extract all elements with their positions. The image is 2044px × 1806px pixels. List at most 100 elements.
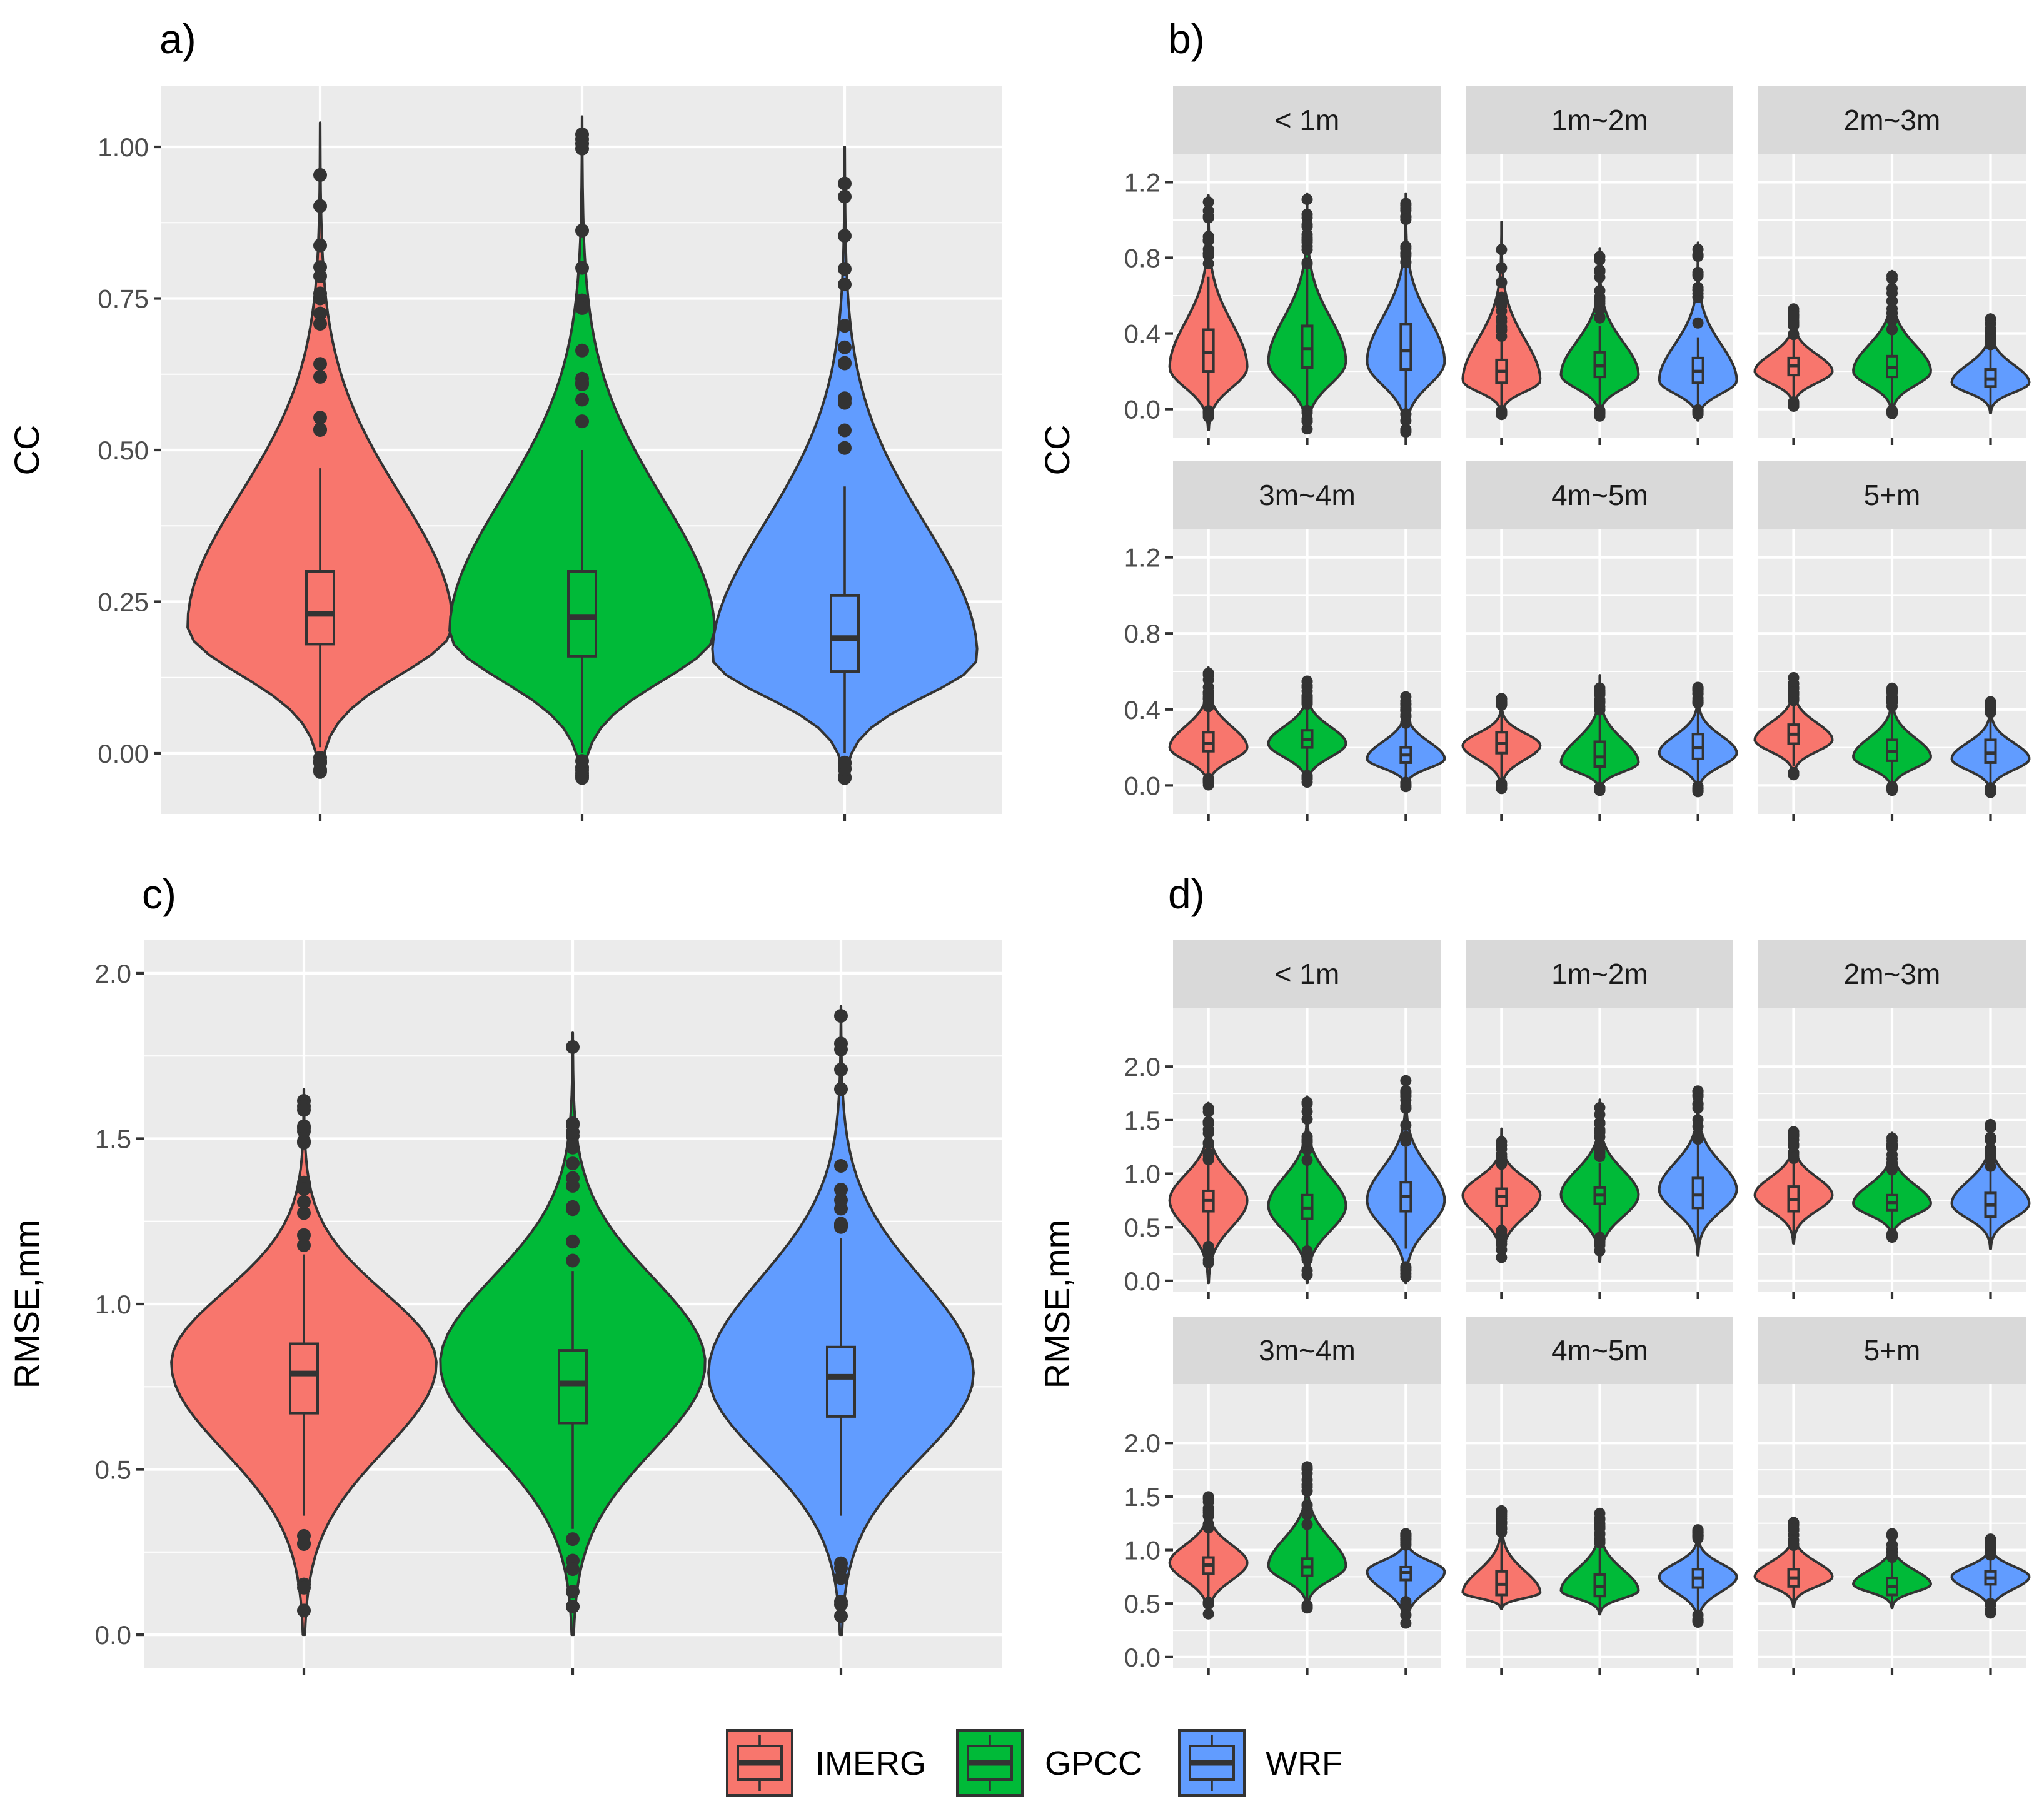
panel-a-outlier-imerg [313,238,327,253]
facet-d-outlier-gpcc [1301,1499,1313,1511]
facet-b-outlier-imerg [1496,321,1508,333]
facet-d-outlier-gpcc [1301,1467,1313,1479]
facet-d-outlier-imerg [1202,1243,1214,1255]
panel-c-outlier-wrf [834,1217,848,1231]
facet-b-outlier-wrf [1692,284,1704,296]
facet-b-outlier-gpcc [1594,689,1606,701]
facet-b-box-gpcc [1593,740,1606,768]
facet-d-strip [1758,940,2026,1008]
panel-a-outlier-imerg [313,357,327,371]
panel-c-outlier-gpcc [566,1562,580,1577]
facet-d-outlier-wrf [1400,1268,1412,1280]
panel-c-outlier-wrf [834,1009,848,1023]
facet-b-outlier-imerg [1202,234,1214,246]
facet-b-box-imerg [1202,731,1215,753]
facet-d-strip [1173,940,1441,1008]
facet-b-outlier-imerg [1788,672,1800,683]
facet-d-outlier-gpcc [1594,1235,1606,1247]
panel-tag-a: a) [159,16,196,62]
facet-d-ytick-label: 0.0 [1124,1267,1160,1296]
facet-b-outlier-gpcc [1886,685,1898,696]
panel-a-outlier-gpcc [575,127,589,141]
facet-d-outlier-imerg [1496,1252,1508,1263]
facet-d-ytick-label: 1.0 [1124,1160,1160,1189]
facet-d-outlier-wrf [1985,1131,1996,1143]
facet-b-outliers-imerg [1202,196,1214,423]
panel-c-ytick-label: 1.0 [95,1290,131,1319]
facet-b-outlier-imerg [1496,298,1508,310]
facet-d-outlier-imerg [1496,1140,1508,1151]
legend-item-imerg: IMERG [726,1729,926,1797]
facet-b-5-m: 5+m [1753,461,2031,821]
facet-d-ytick-label: 0.0 [1124,1643,1160,1672]
facet-d-strip-label: 3m~4m [1259,1334,1356,1367]
panel-c-outlier-wrf [834,1036,848,1051]
facet-d-2m-3m: 2m~3m [1753,940,2031,1299]
panel-c-outlier-imerg [297,1206,311,1220]
panel-a-outlier-wrf [838,340,852,354]
panel-a-outlier-wrf [838,278,852,292]
facet-b-outlier-gpcc [1301,696,1313,708]
facet-d-outlier-wrf [1400,1100,1412,1112]
facet-b-outlier-imerg [1202,701,1214,713]
facet-d-outlier-wrf [1692,1531,1704,1543]
panel-a-outlier-imerg [313,306,327,321]
panel-a-outlier-wrf [838,441,852,455]
facet-d-outlier-wrf [1400,1598,1412,1610]
facet-b-outliers-imerg [1496,693,1508,795]
panel-c-outlier-wrf [834,1063,848,1076]
facet-b-outlier-imerg [1496,277,1508,289]
facet-b-strip-label: 1m~2m [1551,104,1648,136]
facet-d-outliers-wrf [1692,1524,1704,1628]
facet-d-outlier-imerg [1202,1493,1214,1505]
panel-a-outlier-wrf [838,262,852,276]
facet-b-outliers-imerg [1788,303,1800,412]
panel-a-outlier-imerg [313,199,327,213]
facet-d-outlier-imerg [1202,1148,1214,1160]
panel-c-outlier-gpcc [566,1532,580,1547]
facet-d-ytick-label: 0.5 [1124,1589,1160,1618]
panel-a-outlier-gpcc [575,261,589,275]
facet-d-outliers-gpcc [1886,1132,1898,1243]
facet-d-outlier-gpcc [1301,1485,1313,1497]
facet-b-ytick-label: 0.4 [1124,319,1160,349]
facet-b-outlier-imerg [1202,210,1214,222]
facet-d-outlier-wrf [1400,1120,1412,1131]
facet-b-outlier-gpcc [1886,696,1898,708]
facet-b-outlier-wrf [1400,423,1412,435]
panel-a-outlier-gpcc [575,343,589,358]
facet-b-outlier-wrf [1692,696,1704,708]
panel-a-box-imerg [305,570,335,646]
panel-c-outlier-wrf [834,1571,848,1585]
facet-b-outlier-imerg [1788,686,1800,698]
panel-c-box-wrf [826,1345,856,1418]
facet-b-outlier-gpcc [1886,323,1898,335]
panel-c-outlier-imerg [297,1182,311,1196]
panel-a-violin-imerg [186,121,454,779]
panel-a-outlier-gpcc [575,754,589,768]
panel-c-outlier-gpcc [566,1585,580,1599]
panel-c-outlier-gpcc [566,1171,580,1185]
facet-d-outlier-wrf [1400,1617,1412,1629]
facet-d-ytick-label: 1.5 [1124,1482,1160,1512]
facet-b-3m-4m: 3m~4m 0.0 0.4 0.8 1.2 [1124,461,1446,821]
facet-d-strip [1466,940,1733,1008]
facet-d-outliers-wrf [1985,1533,1996,1619]
facet-d-outliers-imerg [1496,1136,1508,1263]
facet-d-outlier-gpcc [1301,1253,1313,1265]
panel-a-outlier-imerg [313,756,327,770]
facet-d-outlier-gpcc [1301,1265,1313,1277]
panel-c-outlier-wrf [834,1183,848,1197]
panel-c-ytick-label: 0.0 [95,1620,131,1650]
facet-b-outlier-wrf [1400,408,1412,420]
legend: IMERG GPCC WRF [726,1729,1342,1797]
facet-b-outlier-gpcc [1886,283,1898,294]
facet-d-4m-5m: 4m~5m [1461,1317,1738,1675]
facet-b-outlier-imerg [1496,782,1508,794]
panel-c-outlier-gpcc [566,1140,580,1155]
facet-d-outlier-gpcc [1886,1132,1898,1144]
panel-c-outliers-imerg [297,1094,311,1618]
facet-d-outlier-gpcc [1594,1126,1606,1138]
panel-c-ytick-label: 2.0 [95,959,131,988]
facet-b-outlier-gpcc [1301,219,1313,231]
